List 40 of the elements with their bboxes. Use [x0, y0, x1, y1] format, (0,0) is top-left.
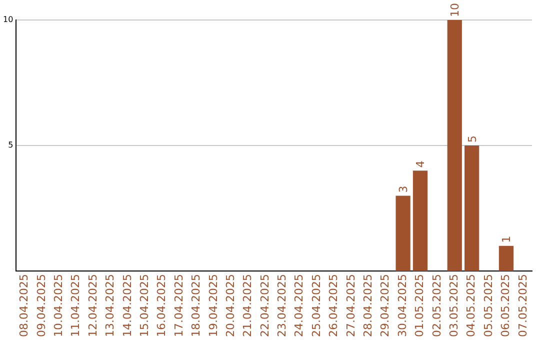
data-label: 3 — [397, 186, 410, 193]
x-tick-label: 16.04.2025 — [155, 274, 168, 338]
x-tick-label: 12.04.2025 — [86, 274, 100, 338]
x-tick-label: 08.04.2025 — [18, 274, 31, 338]
x-tick-label: 19.04.2025 — [206, 274, 220, 338]
x-tick-label: 05.05.2025 — [482, 274, 495, 338]
bar — [412, 170, 428, 272]
x-tick-label: 23.04.2025 — [276, 274, 289, 338]
data-label: 4 — [414, 160, 428, 168]
data-label: 10 — [448, 3, 462, 17]
bar — [447, 20, 462, 272]
x-tick-label: 30.04.2025 — [396, 274, 409, 338]
x-tick-label: 22.04.2025 — [258, 274, 272, 338]
x-tick-label: 13.04.2025 — [104, 274, 117, 338]
data-label: 5 — [466, 136, 479, 143]
x-tick-label: 03.05.2025 — [447, 274, 460, 338]
bar — [464, 146, 480, 272]
bar — [396, 196, 410, 272]
x-tick-label: 11.04.2025 — [69, 274, 82, 338]
x-tick-label: 14.04.2025 — [120, 274, 134, 338]
bar — [498, 246, 514, 272]
x-tick-label: 07.05.2025 — [516, 274, 530, 338]
x-tick-label: 25.04.2025 — [310, 274, 323, 338]
data-label: 1 — [500, 236, 514, 243]
x-tick-label: 15.04.2025 — [138, 274, 151, 338]
x-tick-label: 27.04.2025 — [344, 274, 358, 338]
x-tick-label: 09.04.2025 — [34, 274, 48, 338]
x-tick-label: 02.05.2025 — [430, 274, 444, 338]
x-tick-label: 06.05.2025 — [499, 274, 512, 338]
x-tick-label: 20.04.2025 — [224, 274, 237, 338]
x-tick-label: 24.04.2025 — [292, 274, 306, 338]
x-tick-label: 21.04.2025 — [241, 274, 254, 338]
x-tick-label: 26.04.2025 — [327, 274, 340, 338]
x-tick-label: 28.04.2025 — [362, 274, 375, 338]
x-tick-label: 18.04.2025 — [190, 274, 203, 338]
x-tick-label: 29.04.2025 — [378, 274, 392, 338]
x-tick-label: 04.05.2025 — [464, 274, 478, 338]
x-tick-label: 01.05.2025 — [413, 274, 426, 338]
x-tick-label: 10.04.2025 — [52, 274, 66, 338]
x-tick-label: 17.04.2025 — [172, 274, 186, 338]
